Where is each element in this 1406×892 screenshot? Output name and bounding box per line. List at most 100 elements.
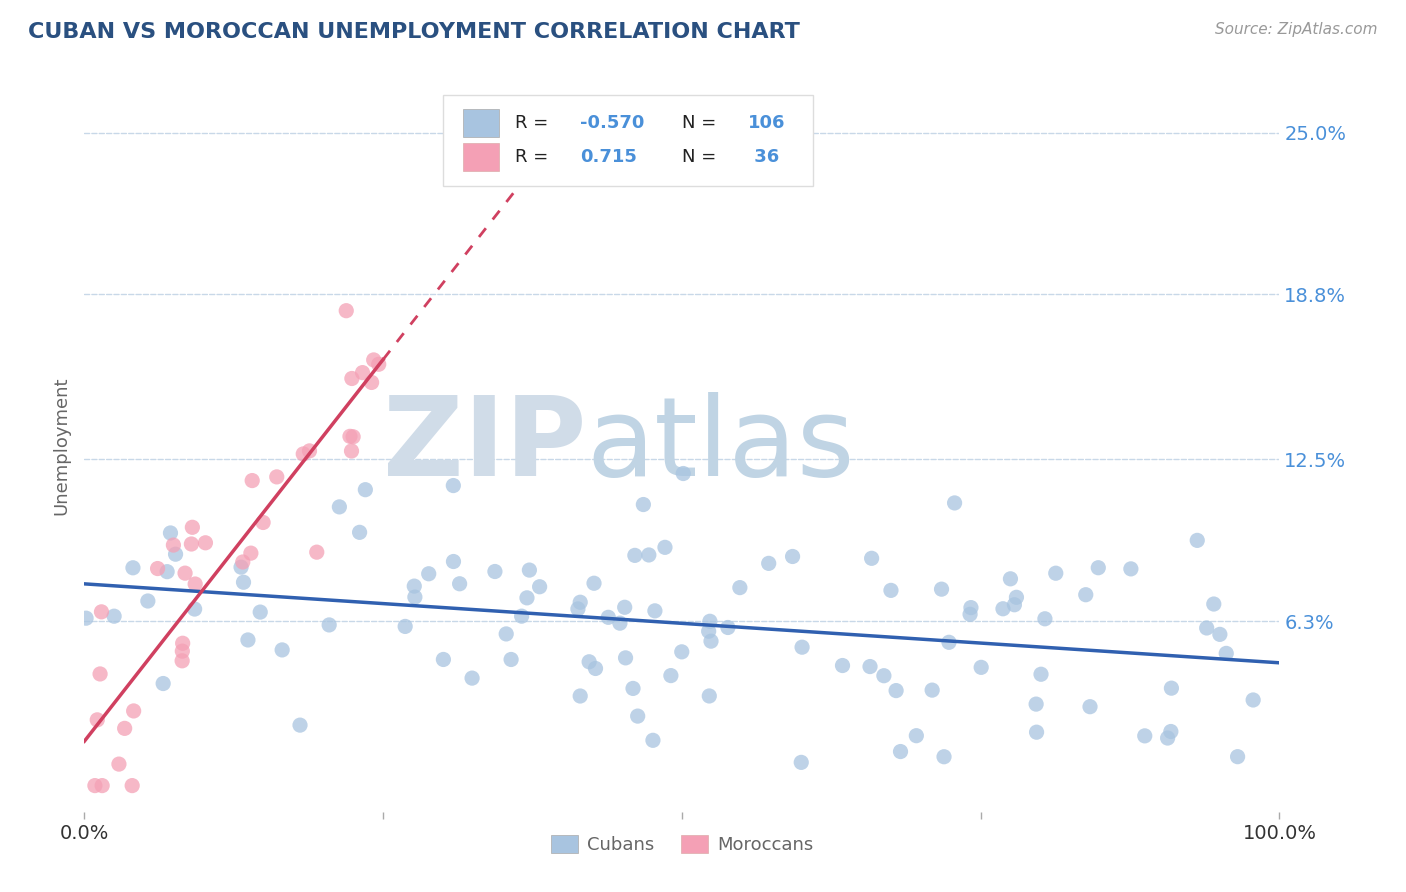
Point [860, 551, 883, 566]
Point [288, 718, 311, 732]
Point [172, 654, 194, 668]
Point [633, 498, 655, 512]
Point [404, 579, 426, 593]
Point [340, 371, 363, 385]
Point [567, 602, 589, 616]
Bar [463, 109, 499, 136]
Point [89, 667, 111, 681]
Point [717, 620, 740, 634]
Point [328, 500, 350, 514]
Point [1002, 598, 1025, 612]
Text: CUBAN VS MOROCCAN UNEMPLOYMENT CORRELATION CHART: CUBAN VS MOROCCAN UNEMPLOYMENT CORRELATI… [28, 22, 800, 42]
Point [340, 444, 363, 458]
Point [697, 689, 720, 703]
Point [165, 547, 187, 561]
Point [699, 615, 721, 629]
Point [335, 303, 357, 318]
Point [1045, 566, 1067, 581]
Point [501, 652, 523, 666]
Point [1156, 731, 1178, 745]
Point [585, 661, 607, 675]
Text: N =: N = [682, 148, 721, 166]
Point [659, 668, 682, 682]
Text: R =: R = [515, 148, 560, 166]
Point [700, 634, 723, 648]
Point [183, 602, 205, 616]
Point [349, 525, 371, 540]
Point [298, 443, 321, 458]
Point [86, 713, 108, 727]
Point [790, 756, 813, 770]
Point [342, 430, 364, 444]
Point [1160, 724, 1182, 739]
Point [1187, 533, 1209, 548]
Point [232, 555, 254, 569]
Point [240, 474, 263, 488]
Text: 36: 36 [748, 148, 779, 166]
Point [728, 581, 751, 595]
Point [1033, 612, 1056, 626]
Point [449, 576, 471, 591]
Point [1119, 562, 1142, 576]
Point [363, 353, 385, 368]
Point [613, 600, 636, 615]
Point [266, 470, 288, 484]
Y-axis label: Unemployment: Unemployment [52, 376, 70, 516]
Point [152, 676, 174, 690]
Point [156, 565, 179, 579]
Point [305, 545, 328, 559]
Point [932, 749, 955, 764]
Point [90, 605, 112, 619]
Point [959, 607, 981, 622]
Point [1215, 647, 1237, 661]
Point [108, 757, 131, 772]
Point [1133, 729, 1156, 743]
Point [880, 583, 903, 598]
Point [495, 627, 517, 641]
Point [697, 624, 720, 639]
Point [569, 595, 592, 609]
Point [1078, 699, 1101, 714]
Point [1005, 591, 1028, 605]
Point [443, 554, 465, 568]
Point [239, 546, 262, 560]
Point [114, 722, 136, 736]
Point [624, 549, 647, 563]
Point [1074, 588, 1097, 602]
Point [194, 536, 217, 550]
Point [229, 560, 252, 574]
Point [75, 611, 97, 625]
Point [103, 609, 125, 624]
Point [943, 496, 966, 510]
Point [367, 357, 389, 371]
Point [644, 604, 666, 618]
Point [354, 483, 377, 497]
Point [598, 610, 620, 624]
Point [1241, 693, 1264, 707]
Point [1087, 560, 1109, 574]
Point [172, 644, 194, 658]
Point [136, 594, 159, 608]
Point [461, 671, 484, 685]
Point [884, 683, 907, 698]
FancyBboxPatch shape [443, 95, 814, 186]
Point [873, 669, 896, 683]
Point [271, 643, 294, 657]
Point [529, 580, 551, 594]
Legend: Cubans, Moroccans: Cubans, Moroccans [543, 828, 821, 861]
Point [236, 632, 259, 647]
Point [569, 689, 592, 703]
Point [352, 366, 374, 380]
Point [859, 659, 882, 673]
Point [1195, 621, 1218, 635]
Point [181, 520, 204, 534]
Point [831, 658, 853, 673]
Point [921, 683, 943, 698]
Point [484, 565, 506, 579]
Point [641, 733, 664, 747]
Point [122, 704, 145, 718]
Point [938, 635, 960, 649]
Point [441, 478, 464, 492]
Point [122, 561, 145, 575]
Point [790, 640, 813, 655]
